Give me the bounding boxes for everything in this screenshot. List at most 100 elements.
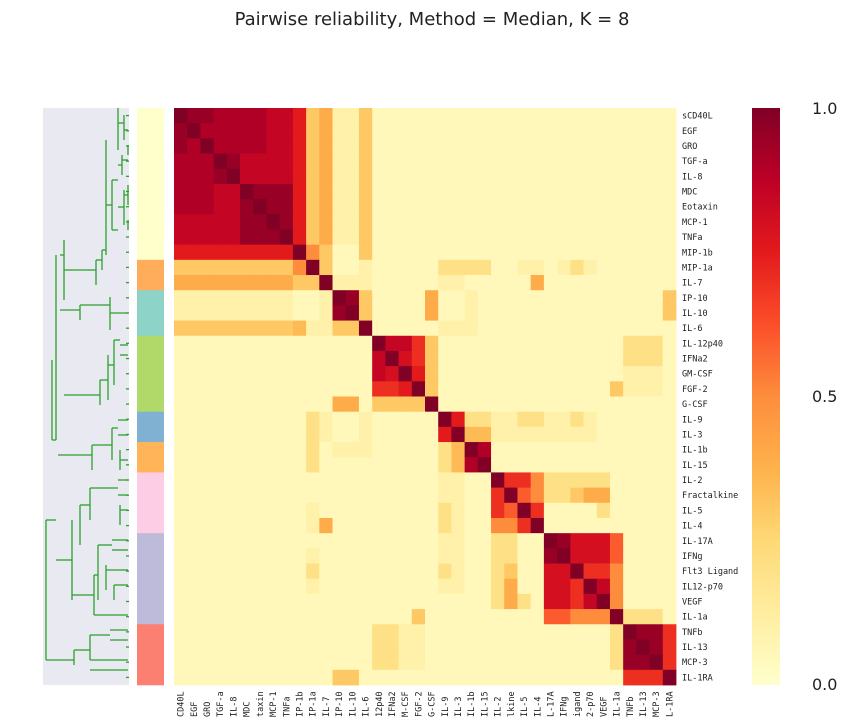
heatmap-cell [253, 244, 267, 261]
heatmap-cell [491, 108, 505, 124]
heatmap-cell [464, 168, 479, 185]
heatmap-cell [596, 609, 611, 625]
heatmap-cell [279, 305, 294, 321]
heatmap-cell [345, 259, 360, 276]
heatmap-cell [662, 335, 677, 352]
heatmap-cell [623, 426, 637, 443]
heatmap-cell [385, 199, 399, 215]
heatmap-cell [319, 108, 333, 124]
heatmap-cell [464, 609, 479, 625]
heatmap-cell [464, 487, 479, 504]
heatmap-cell [596, 153, 611, 170]
heatmap-cell [411, 305, 426, 321]
heatmap-cell [570, 517, 584, 534]
heatmap-cell [279, 214, 294, 230]
heatmap-cell [372, 457, 386, 473]
heatmap-cell [187, 487, 201, 504]
column-label: lkine [507, 691, 517, 717]
heatmap-cell [332, 457, 347, 473]
heatmap-cell [557, 609, 571, 625]
column-label: IFNa2 [388, 691, 398, 717]
heatmap-cell [279, 259, 294, 276]
heatmap-cell [543, 669, 558, 686]
heatmap-cell [530, 168, 545, 185]
heatmap-cell [570, 244, 584, 261]
heatmap-cell [398, 214, 413, 230]
heatmap-cell [662, 669, 677, 686]
heatmap-cell [649, 275, 664, 291]
dendrogram [45, 108, 129, 679]
heatmap-cell [358, 153, 373, 170]
heatmap-cell [530, 624, 545, 640]
cluster-segment [137, 624, 164, 686]
heatmap-cell [583, 593, 598, 610]
heatmap-cell [174, 457, 188, 473]
heatmap-cell [649, 214, 664, 230]
heatmap-cell [557, 183, 571, 200]
heatmap-cell [385, 138, 399, 154]
heatmap-cell [451, 654, 466, 671]
heatmap-cell [425, 214, 439, 230]
heatmap-cell [213, 108, 228, 124]
column-label: GRO [203, 702, 213, 717]
heatmap-cell [596, 669, 611, 686]
heatmap-cell [583, 244, 598, 261]
heatmap-cell [570, 138, 584, 154]
heatmap-cell [662, 123, 677, 139]
heatmap-cell [253, 229, 267, 246]
heatmap-cell [345, 487, 360, 504]
heatmap-cell [319, 669, 333, 686]
heatmap-cell [464, 229, 479, 246]
heatmap-cell [332, 654, 347, 671]
dendrogram-panel [43, 108, 129, 685]
heatmap-cell [319, 396, 333, 413]
heatmap-cell [477, 639, 492, 656]
heatmap-cell [266, 669, 281, 686]
heatmap-cell [306, 214, 320, 230]
heatmap-cell [345, 457, 360, 473]
heatmap-cell [411, 259, 426, 276]
heatmap-cell [623, 229, 637, 246]
heatmap-cell [583, 609, 598, 625]
heatmap-cell [411, 350, 426, 367]
heatmap-cell [385, 244, 399, 261]
heatmap-cell [530, 350, 545, 367]
heatmap-cell [649, 624, 664, 640]
heatmap-cell [583, 138, 598, 154]
heatmap-cell [530, 654, 545, 671]
heatmap-cell [425, 457, 439, 473]
heatmap-cell [609, 548, 624, 564]
heatmap-cell [530, 548, 545, 564]
heatmap-cell [213, 259, 228, 276]
heatmap-cell [451, 396, 466, 413]
heatmap-cell [226, 457, 241, 473]
heatmap-cell [253, 259, 267, 276]
heatmap-cell [411, 669, 426, 686]
heatmap-cell [530, 138, 545, 154]
heatmap-cell [398, 548, 413, 564]
heatmap-cell [292, 654, 307, 671]
heatmap-cell [636, 305, 650, 321]
heatmap-cell [557, 366, 571, 382]
heatmap-cell [530, 669, 545, 686]
heatmap-cell [306, 229, 320, 246]
heatmap-cell [306, 654, 320, 671]
heatmap-cell [451, 199, 466, 215]
heatmap-cell [609, 244, 624, 261]
heatmap-cell [345, 396, 360, 413]
heatmap-cell [596, 578, 611, 595]
row-label: Flt3 Ligand [682, 567, 738, 577]
heatmap-cell [226, 138, 241, 154]
heatmap-cell [358, 244, 373, 261]
row-label: IL-13 [682, 643, 708, 653]
heatmap-cell [306, 320, 320, 337]
heatmap-cell [583, 168, 598, 185]
heatmap-cell [583, 366, 598, 382]
heatmap-cell [398, 123, 413, 139]
heatmap-cell [398, 320, 413, 337]
heatmap-cell [557, 168, 571, 185]
heatmap-cell [279, 199, 294, 215]
heatmap-cell [596, 593, 611, 610]
heatmap-cell [596, 259, 611, 276]
heatmap-cell [253, 502, 267, 519]
